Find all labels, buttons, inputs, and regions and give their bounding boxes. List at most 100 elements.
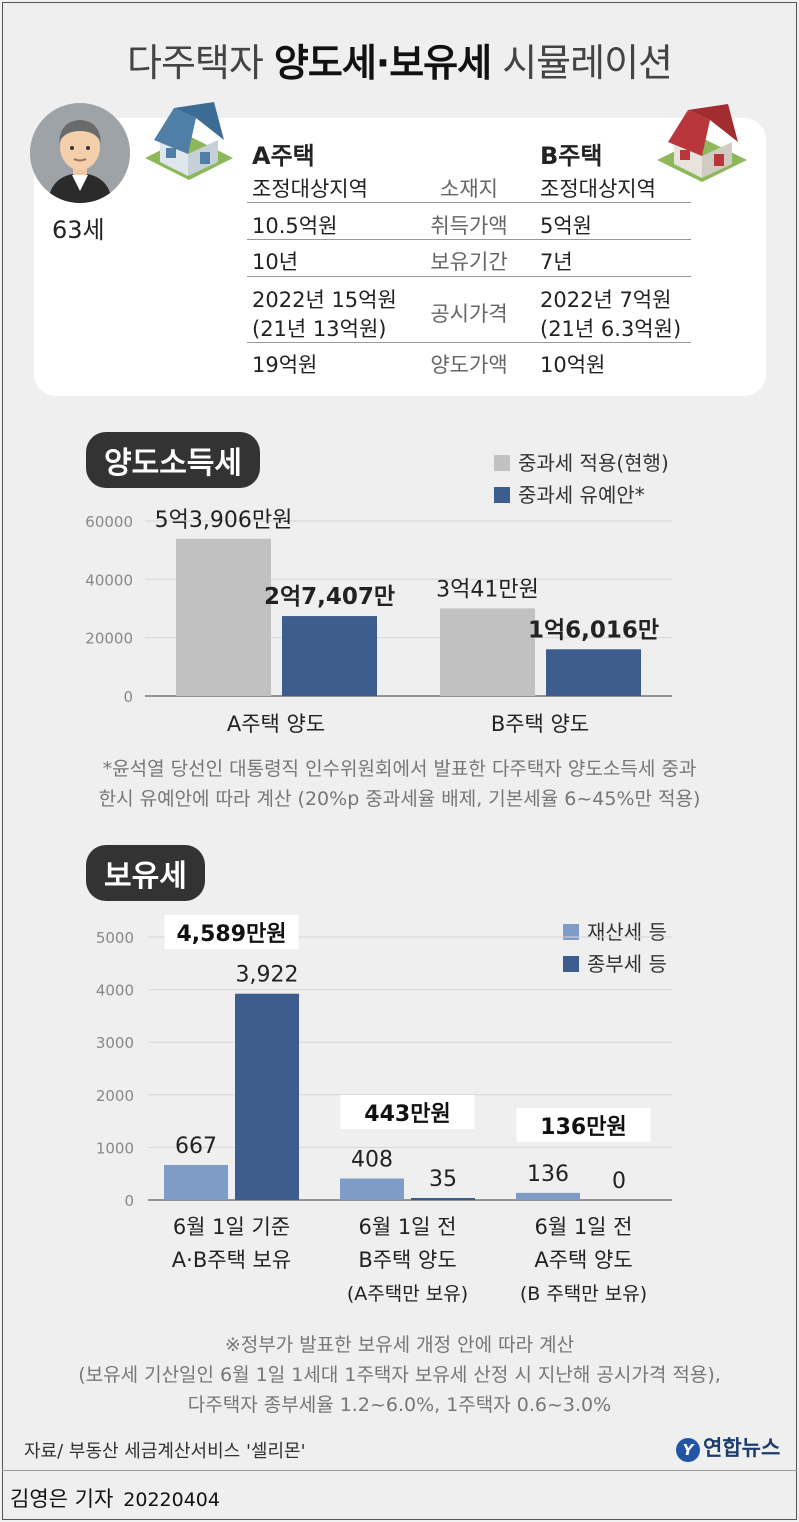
- section-label-transfer-tax: 양도소득세: [86, 432, 260, 488]
- y-tick-label: 3000: [96, 1034, 134, 1052]
- note-transfer-tax-2: 한시 유예안에 따라 계산 (20%p 중과세율 배제, 기본세율 6~45%만…: [98, 788, 701, 810]
- section-label-holding-tax: 보유세: [86, 845, 205, 901]
- y-tick-label: 2000: [96, 1087, 134, 1105]
- data-label: 2억7,407만: [264, 584, 395, 610]
- bar-current: [176, 538, 271, 696]
- total-label: 443만원: [364, 1102, 450, 1127]
- row-label-holding: 보유기간: [430, 250, 508, 274]
- data-label: 1억6,016만: [528, 617, 659, 643]
- house-a-sale: 19억원: [252, 353, 318, 377]
- person-age: 63세: [52, 216, 105, 244]
- row-divider: [247, 239, 691, 240]
- note-holding-tax-1: ※정부가 발표한 보유세 개정 안에 따라 계산: [224, 1334, 575, 1356]
- x-category-label: A주택 양도: [534, 1248, 632, 1272]
- house-blue-icon: [140, 100, 238, 194]
- page-title: 다주택자 양도세·보유세 시뮬레이션: [0, 32, 799, 87]
- house-info-card: [34, 118, 766, 396]
- x-category-label: (B 주택만 보유): [520, 1283, 647, 1305]
- house-a-public-price-prev: (21년 13억원): [252, 317, 387, 341]
- y-tick-label: 60000: [85, 513, 133, 531]
- row-label-public-price: 공시가격: [430, 302, 508, 326]
- house-b-public-price: 2022년 7억원: [540, 288, 672, 312]
- house-a-region: 조정대상지역: [252, 177, 368, 201]
- house-b-holding: 7년: [540, 250, 573, 274]
- transfer-tax-chart: 0 20000 40000 60000 5억3,906만원 2억7,407만 A주택 양도 3…: [85, 508, 672, 736]
- house-red-icon: [652, 100, 752, 194]
- y-tick-label: 1000: [96, 1139, 134, 1157]
- bar-property-tax: [340, 1178, 404, 1200]
- bar-deferral: [546, 649, 641, 696]
- x-category-label: B주택 양도: [358, 1248, 456, 1272]
- row-divider: [247, 276, 691, 277]
- house-a-holding: 10년: [252, 250, 299, 274]
- total-label-box: [164, 915, 299, 949]
- source-credit: 자료/ 부동산 세금계산서비스 '셀리몬': [24, 1441, 306, 1462]
- legend-swatch-blue: [494, 487, 510, 503]
- y-tick-label: 4000: [96, 982, 134, 1000]
- legend-swatch-dark-blue: [563, 956, 579, 972]
- publish-date: 20220404: [123, 1489, 220, 1511]
- bar-deferral: [282, 616, 377, 696]
- data-label: 408: [351, 1148, 393, 1173]
- house-b-acquisition: 5억원: [540, 214, 593, 238]
- legend-label: 중과세 유예안*: [518, 483, 645, 507]
- yonhap-globe-icon: Y: [676, 1438, 700, 1462]
- house-b-name: B주택: [540, 142, 603, 170]
- x-category-label: (A주택만 보유): [347, 1283, 468, 1305]
- house-a-public-price: 2022년 15억원: [252, 288, 397, 312]
- logo-text: 연합뉴스: [703, 1436, 781, 1460]
- total-label-box: [516, 1108, 651, 1142]
- data-label: 136: [527, 1162, 569, 1187]
- total-label: 136만원: [540, 1115, 626, 1140]
- legend-label: 중과세 적용(현행): [518, 451, 669, 475]
- legend-label: 재산세 등: [587, 920, 667, 944]
- bar-property-tax: [516, 1192, 580, 1200]
- x-category-label: 6월 1일 기준: [173, 1215, 290, 1239]
- row-label-acquisition: 취득가액: [430, 214, 508, 238]
- note-transfer-tax-1: *윤석열 당선인 대통령직 인수위원회에서 발표한 다주택자 양도소득세 중과: [102, 758, 697, 780]
- row-divider: [247, 202, 691, 203]
- y-tick-label: 5000: [96, 929, 134, 947]
- x-category-label: 6월 1일 전: [358, 1215, 456, 1239]
- y-tick-label: 0: [124, 1192, 134, 1210]
- legend-swatch-light-blue: [563, 924, 579, 940]
- data-label: 35: [429, 1167, 457, 1192]
- note-holding-tax-3: 다주택자 종부세율 1.2~6.0%, 1주택자 0.6~3.0%: [187, 1394, 612, 1416]
- yonhap-logo: Y 연합뉴스: [676, 1432, 780, 1462]
- y-tick-label: 0: [123, 688, 133, 706]
- legend-item-deferral: 중과세 유예안*: [494, 479, 645, 508]
- x-category-label: A·B주택 보유: [172, 1248, 291, 1272]
- byline: 김영은 기자 20220404: [10, 1483, 220, 1513]
- bar-comprehensive-tax: [411, 1198, 475, 1200]
- house-b-sale: 10억원: [540, 353, 606, 377]
- row-label-location: 소재지: [440, 177, 498, 201]
- reporter-name: 김영은 기자: [10, 1487, 114, 1511]
- data-label: 0: [612, 1169, 626, 1194]
- x-category-label: A주택 양도: [227, 712, 325, 736]
- footer-divider: [2, 1470, 797, 1471]
- bar-comprehensive-tax: [235, 993, 299, 1200]
- total-label-box: [340, 1095, 475, 1129]
- legend-item-current: 중과세 적용(현행): [494, 447, 669, 476]
- person-avatar-icon: [30, 103, 130, 203]
- house-b-public-price-prev: (21년 6.3억원): [540, 317, 682, 341]
- legend-swatch-gray: [494, 455, 510, 471]
- total-label: 4,589만원: [176, 922, 286, 947]
- legend-label: 종부세 등: [587, 952, 667, 976]
- title-post: 시뮬레이션: [491, 41, 673, 85]
- data-label: 5억3,906만원: [155, 508, 293, 533]
- legend-item-property-tax: 재산세 등: [563, 916, 667, 945]
- house-b-region: 조정대상지역: [540, 177, 656, 201]
- house-a-name: A주택: [252, 142, 315, 170]
- y-tick-label: 40000: [85, 571, 133, 589]
- x-category-label: B주택 양도: [491, 712, 589, 736]
- row-label-sale: 양도가액: [430, 353, 508, 377]
- title-pre: 다주택자: [126, 41, 274, 85]
- note-holding-tax-2: (보유세 기산일인 6월 1일 1세대 1주택자 보유세 산정 시 지난해 공시…: [78, 1364, 721, 1386]
- bar-current: [440, 608, 535, 696]
- title-bold: 양도세·보유세: [273, 41, 492, 85]
- house-a-acquisition: 10.5억원: [252, 214, 338, 238]
- data-label: 667: [175, 1134, 217, 1159]
- x-category-label: 6월 1일 전: [534, 1215, 632, 1239]
- row-divider: [247, 342, 691, 343]
